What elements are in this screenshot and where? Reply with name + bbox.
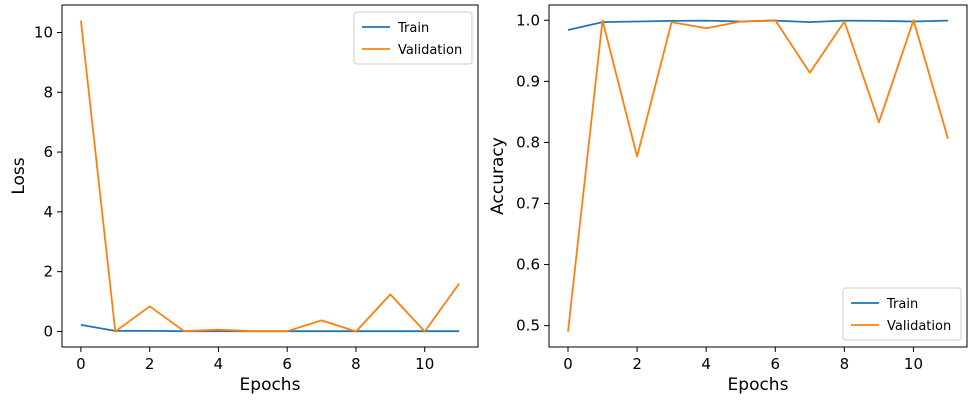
accuracy-legend-label: Train — [886, 297, 918, 312]
loss-x-tick-label: 8 — [351, 355, 361, 373]
loss-y-tick-label: 6 — [43, 143, 53, 161]
loss-legend-label: Train — [397, 21, 429, 36]
accuracy-y-tick-label: 0.6 — [516, 256, 540, 274]
accuracy-plot-frame — [548, 4, 968, 348]
accuracy-y-tick-label: 0.8 — [516, 133, 540, 151]
loss-chart: 0 2 4 6 8 10 0 2 4 6 8 10 Epochs Loss Train Validation — [9, 4, 479, 395]
loss-y-tick-label: 10 — [34, 24, 53, 42]
accuracy-y-tick-label: 0.9 — [516, 72, 540, 90]
accuracy-y-tick-label: 0.5 — [516, 317, 540, 335]
accuracy-x-tick-label: 2 — [632, 355, 642, 373]
loss-series-validation-line — [80, 20, 460, 333]
loss-x-tick-label: 0 — [76, 355, 86, 373]
accuracy-legend-box — [842, 287, 962, 341]
loss-x-axis-label: Epochs — [240, 375, 301, 395]
accuracy-series-validation-line — [567, 19, 949, 332]
loss-legend: Train Validation — [353, 11, 473, 65]
loss-y-tick-label: 4 — [43, 203, 53, 221]
loss-x-tick-label: 6 — [282, 355, 292, 373]
accuracy-x-tick-label: 4 — [701, 355, 711, 373]
loss-legend-box — [353, 11, 473, 65]
accuracy-y-tick-label: 0.7 — [516, 194, 540, 212]
accuracy-x-tick-label: 0 — [563, 355, 573, 373]
accuracy-x-axis-label: Epochs — [728, 375, 789, 395]
loss-y-axis-label: Loss — [9, 157, 29, 194]
loss-y-tick-label: 0 — [43, 322, 53, 340]
loss-series-train-line — [80, 324, 460, 333]
accuracy-x-tick-label: 6 — [770, 355, 780, 373]
accuracy-y-tick-label: 1.0 — [516, 11, 540, 29]
accuracy-x-tick-label: 10 — [904, 355, 923, 373]
loss-y-tick-label: 2 — [43, 263, 53, 281]
loss-x-tick-label: 2 — [145, 355, 155, 373]
accuracy-legend-label: Validation — [887, 319, 951, 334]
accuracy-series-train-line — [567, 19, 949, 31]
accuracy-legend: Train Validation — [842, 287, 962, 341]
loss-x-tick-label: 10 — [415, 355, 434, 373]
loss-y-tick-label: 8 — [43, 83, 53, 101]
loss-x-tick-label: 4 — [214, 355, 224, 373]
accuracy-chart: 0 2 4 6 8 10 0.5 0.6 0.7 0.8 0.9 1.0 Epochs Accuracy T… — [488, 4, 968, 395]
accuracy-y-axis-label: Accuracy — [488, 137, 508, 215]
loss-legend-label: Validation — [398, 43, 462, 58]
accuracy-x-tick-label: 8 — [840, 355, 850, 373]
loss-plot-frame — [61, 4, 479, 348]
